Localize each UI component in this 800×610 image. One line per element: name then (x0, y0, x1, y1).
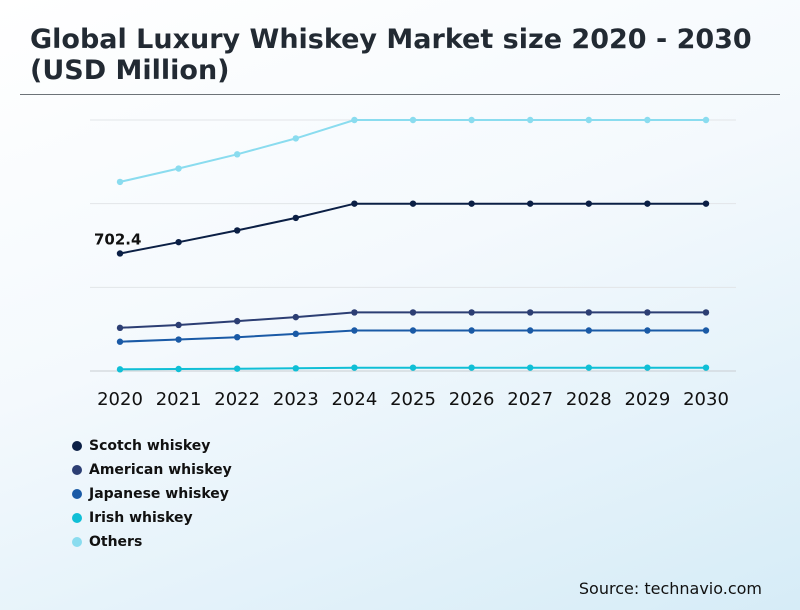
data-point (175, 238, 182, 246)
data-point (527, 364, 534, 371)
data-point (468, 364, 475, 371)
data-point (292, 330, 299, 338)
series-line (119, 202, 706, 255)
data-point (585, 116, 592, 124)
x-tick-label: 2021 (156, 389, 202, 410)
legend: Scotch whiskey American whiskey Japanese w… (72, 434, 232, 554)
legend-item: Irish whiskey (72, 506, 232, 530)
data-point (234, 227, 241, 234)
data-point (527, 327, 534, 334)
data-point (585, 200, 592, 207)
legend-marker (72, 441, 82, 451)
data-point (175, 321, 182, 329)
data-point (292, 365, 299, 372)
legend-label: American whiskey (89, 462, 232, 478)
data-point (468, 309, 475, 316)
annotations: 702.4 (94, 230, 141, 248)
data-point (292, 214, 299, 222)
data-point (116, 366, 124, 373)
legend-item: Scotch whiskey (72, 434, 232, 458)
data-point (702, 309, 710, 316)
data-point (351, 116, 358, 124)
data-point (116, 338, 124, 345)
data-point (468, 200, 475, 207)
x-tick-label: 2025 (390, 389, 436, 410)
data-point (644, 200, 651, 207)
data-point (234, 151, 241, 158)
data-point (409, 309, 417, 316)
data-point (409, 364, 417, 371)
data-point (175, 336, 182, 343)
data-point (702, 200, 710, 207)
data-point (644, 364, 651, 371)
source-note: Source: technavio.com (578, 579, 762, 598)
data-point (409, 200, 417, 207)
legend-label: Scotch whiskey (89, 438, 211, 454)
data-point (702, 116, 710, 124)
legend-item: Japanese whiskey (72, 482, 232, 506)
data-point (351, 364, 358, 371)
legend-label: Others (89, 534, 143, 550)
data-point (116, 178, 124, 186)
x-tick-label: 2027 (507, 389, 553, 410)
data-point (116, 324, 124, 332)
data-point (585, 327, 592, 334)
data-point (292, 135, 299, 142)
legend-item: American whiskey (72, 458, 232, 482)
data-point (351, 327, 358, 334)
data-label: 702.4 (94, 230, 141, 248)
data-point (468, 116, 475, 124)
data-point (527, 309, 534, 316)
legend-label: Japanese whiskey (89, 486, 229, 502)
legend-marker (72, 465, 82, 475)
data-point (527, 200, 534, 207)
data-point (468, 327, 475, 334)
data-point (116, 250, 124, 257)
data-point (175, 165, 182, 172)
data-point (644, 116, 651, 124)
x-tick-label: 2030 (683, 389, 729, 410)
data-point (644, 309, 651, 316)
x-tick-label: 2028 (566, 389, 612, 410)
x-tick-label: 2023 (273, 389, 319, 410)
legend-label: Irish whiskey (89, 510, 193, 526)
data-point (702, 364, 710, 371)
series-points (116, 116, 710, 373)
legend-marker (72, 537, 82, 547)
series-line (119, 119, 706, 183)
data-point (702, 327, 710, 334)
data-point (292, 313, 299, 321)
data-point (351, 309, 358, 316)
legend-item: Others (72, 530, 232, 554)
legend-marker (72, 513, 82, 523)
title-divider (20, 94, 780, 95)
data-point (351, 200, 358, 207)
data-point (644, 327, 651, 334)
chart-title: Global Luxury Whiskey Market size 2020 -… (30, 24, 752, 86)
x-tick-label: 2022 (214, 389, 260, 410)
x-tick-label: 2029 (624, 389, 670, 410)
data-point (585, 309, 592, 316)
data-point (175, 365, 182, 373)
data-point (585, 364, 592, 371)
data-point (234, 365, 241, 372)
data-point (234, 317, 241, 325)
legend-marker (72, 489, 82, 499)
x-tick-label: 2026 (449, 389, 495, 410)
data-point (527, 116, 534, 124)
data-point (409, 327, 417, 334)
x-tick-label: 2024 (331, 389, 377, 410)
x-axis-ticks: 2020 2021 2022 2023 2024 2025 2026 2027 2028 2029… (97, 389, 729, 410)
x-tick-label: 2020 (97, 389, 143, 410)
data-point (234, 333, 241, 341)
data-point (409, 116, 417, 124)
